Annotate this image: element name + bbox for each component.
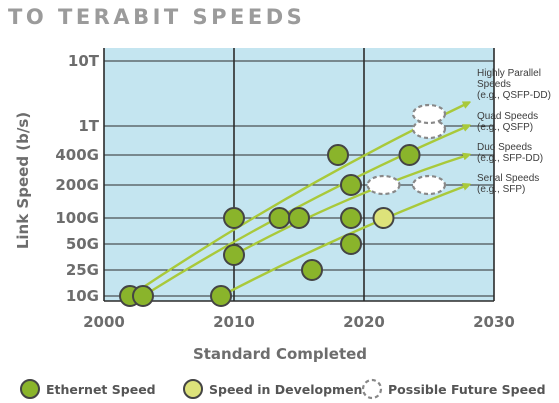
y-tick-label: 10T	[68, 52, 100, 70]
plot-area	[104, 48, 494, 301]
chart-title: TO TERABIT SPEEDS	[8, 5, 305, 29]
future-speed-marker	[411, 103, 447, 125]
data-point	[340, 207, 362, 229]
x-tick-label: 2030	[473, 313, 515, 331]
y-tick-label: 100G	[55, 209, 99, 227]
data-points	[119, 103, 447, 307]
x-tick-label: 2000	[83, 313, 125, 331]
future-speed-marker	[411, 174, 447, 196]
legend-label: Speed in Development	[209, 382, 368, 397]
data-point	[301, 259, 323, 281]
y-tick-label: 25G	[66, 261, 99, 279]
trend-annotation-line: (e.g., QSFP)	[477, 122, 533, 133]
y-axis-label: Link Speed (b/s)	[14, 112, 32, 249]
trend-annotation-line: Speeds	[477, 79, 511, 90]
y-tick-label: 10G	[66, 287, 99, 305]
data-point	[288, 207, 310, 229]
data-point	[340, 174, 362, 196]
data-point	[398, 144, 421, 166]
y-tick-label: 1T	[78, 117, 99, 135]
trend-arrow	[142, 126, 468, 298]
y-tick-label: 50G	[66, 235, 99, 253]
trend-annotation-line: (e.g., SFP)	[477, 184, 525, 195]
legend: Ethernet Speed Speed in Development Possib…	[20, 378, 546, 400]
y-tick-label: 400G	[55, 146, 99, 164]
data-point	[132, 285, 154, 307]
trend-annotation-line: (e.g., QSFP-DD)	[477, 90, 551, 101]
data-point	[327, 144, 349, 166]
legend-swatch	[20, 379, 40, 399]
x-tick-label: 2020	[343, 313, 385, 331]
legend-swatch	[361, 378, 383, 400]
x-axis-label: Standard Completed	[193, 345, 367, 363]
legend-swatch	[183, 379, 203, 399]
legend-label: Possible Future Speed	[388, 382, 546, 397]
data-point	[268, 207, 291, 229]
trend-annotation-line: Quad Speeds	[477, 111, 538, 122]
trend-annotation-line: Highly Parallel	[477, 68, 541, 79]
y-axis-ticks: 10G 25G 50G 100G 200G 400G 1T 10T	[55, 52, 99, 305]
future-speed-marker	[366, 174, 401, 196]
data-point	[210, 285, 232, 307]
x-tick-label: 2010	[213, 313, 255, 331]
y-tick-label: 200G	[55, 176, 99, 194]
data-point	[340, 233, 362, 255]
trend-annotation-line: Serial Speeds	[477, 173, 539, 184]
trend-annotation-line: (e.g., SFP-DD)	[477, 153, 543, 164]
data-point	[223, 244, 245, 266]
x-axis-ticks: 2000 2010 2020 2030	[83, 313, 515, 331]
legend-label: Ethernet Speed	[46, 382, 156, 397]
trend-arrow	[233, 155, 468, 257]
data-point	[372, 207, 395, 229]
data-point	[223, 207, 245, 229]
trend-annotation-line: Duo Speeds	[477, 142, 532, 153]
